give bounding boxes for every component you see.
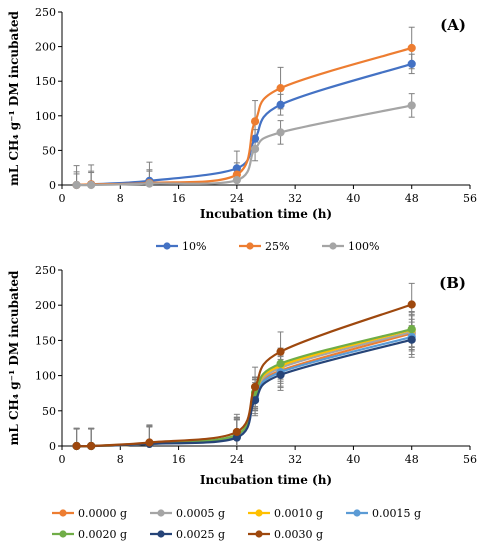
data-point (250, 117, 260, 126)
y-tick-label: 150 (35, 334, 56, 347)
data-point (232, 176, 241, 185)
x-tick-label: 16 (172, 192, 186, 205)
x-tick-label: 24 (230, 192, 244, 205)
legend-swatch-marker (246, 242, 254, 250)
x-tick-label: 56 (463, 192, 477, 205)
data-point (407, 59, 416, 69)
data-point (145, 179, 154, 188)
series-line (76, 303, 413, 448)
chart-panel-b: 0 50 100 150 200 250 0 8 16 24 32 40 48 56 Incubation … (7, 264, 477, 541)
x-tick-label: 32 (288, 192, 302, 205)
x-tick-label: 16 (172, 453, 186, 466)
data-point (72, 441, 81, 451)
chart-panel-a: 0 50 100 150 200 250 0 8 16 24 32 40 48 56 Incubation … (7, 6, 477, 253)
legend-item: 25% (239, 240, 289, 253)
data-point (407, 300, 416, 309)
legend-swatch-marker (255, 509, 263, 517)
data-point (276, 84, 285, 93)
y-tick-label: 0 (49, 440, 56, 453)
y-tick-label: 50 (42, 144, 56, 157)
legend-item: 0.0025 g (150, 528, 225, 541)
data-point (250, 134, 260, 143)
legend-label: 0.0005 g (176, 507, 225, 520)
y-tick-label: 0 (49, 179, 56, 192)
data-point (87, 441, 96, 451)
legend-swatch-marker (59, 530, 67, 538)
data-point (232, 427, 241, 437)
data-point (250, 382, 260, 391)
y-tick-label: 150 (35, 75, 56, 88)
data-point (276, 128, 285, 137)
x-axis-title: Incubation time (h) (200, 207, 332, 221)
y-axis-title: mL CH₄ g⁻¹ DM incubated (7, 11, 21, 186)
legend-swatch-marker (157, 509, 165, 517)
x-tick-label: 8 (117, 453, 124, 466)
x-tick-label: 40 (346, 453, 360, 466)
legend-swatch-marker (157, 530, 165, 538)
legend-item: 0.0020 g (52, 528, 127, 541)
data-point (407, 43, 416, 53)
y-tick-label: 50 (42, 405, 56, 418)
legend-item: 0.0010 g (248, 507, 323, 520)
legend-swatch-marker (255, 530, 263, 538)
x-tick-label: 0 (59, 453, 66, 466)
legend-label: 0.0010 g (274, 507, 323, 520)
y-tick-label: 200 (35, 299, 56, 312)
data-point (407, 325, 416, 334)
panel-label: (A) (440, 16, 466, 34)
data-point (276, 100, 285, 109)
data-point (276, 359, 285, 368)
y-tick-label: 250 (35, 264, 56, 277)
legend-label: 100% (348, 240, 379, 253)
legend-label: 0.0015 g (372, 507, 421, 520)
data-point (276, 347, 285, 356)
legend-label: 0.0020 g (78, 528, 127, 541)
data-point (87, 180, 96, 190)
data-point (250, 144, 260, 154)
legend-item: 100% (322, 240, 379, 253)
y-tick-label: 100 (35, 370, 56, 383)
legend-label: 0.0030 g (274, 528, 323, 541)
x-tick-label: 48 (405, 192, 419, 205)
x-tick-label: 8 (117, 192, 124, 205)
x-tick-label: 32 (288, 453, 302, 466)
data-point (407, 335, 416, 344)
y-tick-label: 200 (35, 41, 56, 54)
panel-label: (B) (439, 274, 466, 292)
x-tick-label: 48 (405, 453, 419, 466)
x-tick-label: 0 (59, 192, 66, 205)
legend-item: 0.0005 g (150, 507, 225, 520)
y-axis-title: mL CH₄ g⁻¹ DM incubated (7, 270, 21, 445)
legend-swatch-marker (163, 242, 171, 250)
x-axis-title: Incubation time (h) (200, 473, 332, 487)
x-tick-label: 40 (346, 192, 360, 205)
data-point (276, 370, 285, 379)
data-point (145, 438, 154, 447)
legend-label: 0.0000 g (78, 507, 127, 520)
data-point (72, 180, 81, 190)
y-tick-label: 250 (35, 6, 56, 19)
legend-item: 0.0015 g (346, 507, 421, 520)
legend-swatch-marker (353, 509, 361, 517)
legend-label: 25% (265, 240, 289, 253)
legend-item: 0.0000 g (52, 507, 127, 520)
data-point (407, 101, 416, 110)
legend-item: 10% (156, 240, 206, 253)
legend-item: 0.0030 g (248, 528, 323, 541)
series-line (76, 104, 412, 187)
x-tick-label: 56 (463, 453, 477, 466)
legend-swatch-marker (59, 509, 67, 517)
legend-swatch-marker (329, 242, 337, 250)
y-tick-label: 100 (35, 110, 56, 123)
x-tick-label: 24 (230, 453, 244, 466)
legend-label: 10% (182, 240, 206, 253)
legend-label: 0.0025 g (176, 528, 225, 541)
